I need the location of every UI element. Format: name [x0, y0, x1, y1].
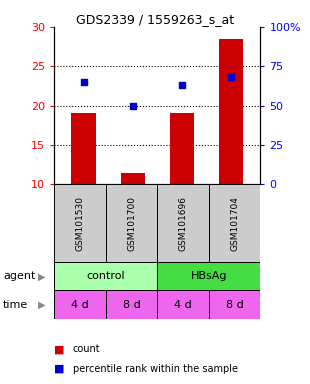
Bar — [209, 291, 260, 319]
Text: GSM101696: GSM101696 — [179, 196, 188, 251]
Bar — [106, 291, 157, 319]
Text: percentile rank within the sample: percentile rank within the sample — [73, 364, 238, 374]
Bar — [209, 184, 260, 262]
Text: agent: agent — [3, 271, 35, 281]
Point — [228, 74, 233, 80]
Text: 4 d: 4 d — [71, 300, 89, 310]
Bar — [54, 291, 106, 319]
Text: 8 d: 8 d — [123, 300, 140, 310]
Text: count: count — [73, 344, 100, 354]
Text: control: control — [86, 271, 125, 281]
Text: ▶: ▶ — [38, 271, 46, 281]
Point — [81, 79, 86, 85]
Text: 8 d: 8 d — [226, 300, 244, 310]
Text: ■: ■ — [54, 344, 65, 354]
Text: GSM101700: GSM101700 — [127, 196, 136, 251]
Bar — [157, 184, 209, 262]
Bar — [71, 114, 96, 184]
Bar — [54, 262, 157, 291]
Point — [179, 82, 184, 88]
Bar — [157, 262, 260, 291]
Bar — [54, 184, 106, 262]
Text: HBsAg: HBsAg — [191, 271, 227, 281]
Text: ■: ■ — [54, 364, 65, 374]
Text: GSM101530: GSM101530 — [76, 196, 85, 251]
Bar — [157, 291, 209, 319]
Text: GDS2339 / 1559263_s_at: GDS2339 / 1559263_s_at — [76, 13, 234, 26]
Bar — [219, 39, 243, 184]
Bar — [170, 114, 194, 184]
Point — [130, 103, 135, 109]
Bar — [106, 184, 157, 262]
Text: time: time — [3, 300, 28, 310]
Bar — [121, 172, 145, 184]
Text: GSM101704: GSM101704 — [230, 196, 239, 251]
Text: 4 d: 4 d — [174, 300, 192, 310]
Text: ▶: ▶ — [38, 300, 46, 310]
